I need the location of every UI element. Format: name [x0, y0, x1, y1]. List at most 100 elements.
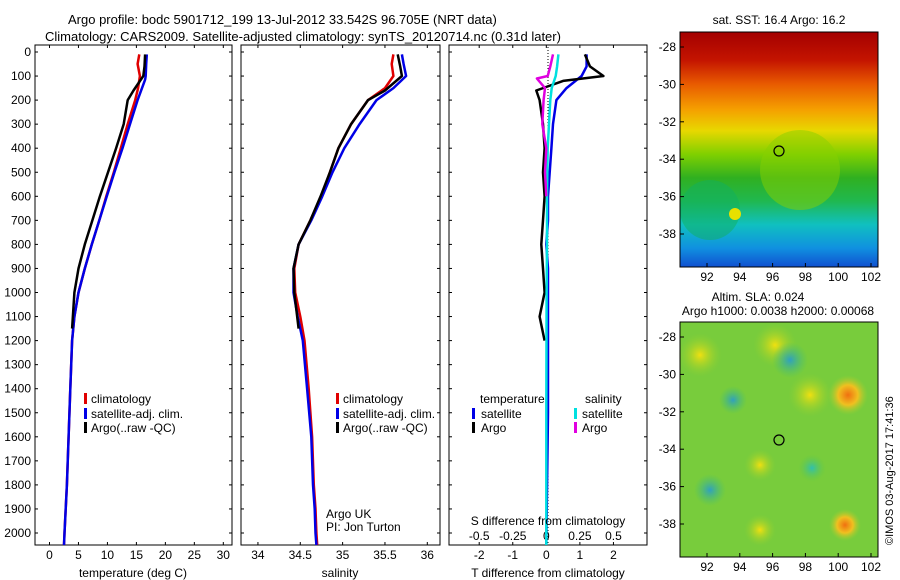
sst-map-title: sat. SST: 16.4 Argo: 16.2 [713, 13, 846, 27]
legend-swatch-s-satellite [574, 408, 577, 419]
y-tick-label: 1000 [4, 286, 31, 300]
sla-spot [828, 375, 868, 415]
series-line [545, 54, 588, 546]
series-line [293, 54, 395, 546]
sla-spot [678, 333, 722, 377]
legend-label-argo: Argo(..raw -QC) [91, 421, 176, 435]
map-x-tick-label: 98 [799, 270, 813, 284]
x-tick-label: 2 [610, 548, 617, 562]
x-tick-label: 36 [421, 548, 435, 562]
temperature-diff-legend: temperature satellite Argo [472, 392, 545, 435]
map-y-tick-label: -38 [659, 517, 677, 531]
temperature-panel: 0100200300400500600700800900100011001200… [4, 44, 233, 580]
y-tick-label: 400 [11, 141, 31, 155]
sst-cool-patch [680, 180, 740, 240]
salinity-panel: 34 34.5 35 35.5 36 salinity climatology sate… [240, 44, 441, 580]
y-tick-label: 1900 [4, 502, 31, 516]
legend-label-t-satellite: satellite [481, 407, 522, 421]
legend-swatch-satellite [84, 408, 87, 419]
sla-spot [829, 509, 861, 541]
y-tick-label: 1300 [4, 358, 31, 372]
legend-label-s-satellite: satellite [582, 407, 623, 421]
map-y-tick-label: -38 [659, 227, 677, 241]
map-x-tick-label: 96 [766, 560, 780, 574]
legend-swatch-s-argo [574, 422, 577, 433]
y-tick-label: 1200 [4, 334, 31, 348]
map-x-tick-label: 94 [733, 560, 747, 574]
legend-swatch-argo [84, 422, 87, 433]
x-tick-label: 5 [75, 548, 82, 562]
y-tick-label: 700 [11, 213, 31, 227]
y-tick-label: 900 [11, 261, 31, 275]
map-y-tick-label: -32 [659, 115, 677, 129]
series-line [62, 54, 149, 546]
y-tick-label: 0 [24, 45, 31, 59]
sla-map-title2: Argo h1000: 0.0038 h2000: 0.00068 [682, 304, 874, 318]
temperature-xlabel: temperature (deg C) [79, 566, 187, 580]
sst-yellow-spot [729, 208, 741, 220]
x-tick-label: 35 [336, 548, 350, 562]
series-line [535, 53, 605, 341]
difference-plot-frame [448, 44, 648, 546]
sla-spot [744, 514, 776, 546]
figure-title-line1: Argo profile: bodc 5901712_199 13-Jul-20… [68, 12, 497, 27]
y-tick-label: 1400 [4, 382, 31, 396]
sla-spot [772, 342, 808, 378]
sst-map-frame [679, 31, 879, 268]
map-x-tick-label: 100 [828, 270, 848, 284]
legend-label-argo: Argo(..raw -QC) [343, 421, 428, 435]
argo-uk-annotation: Argo UK [326, 507, 371, 521]
y-tick-label: 2000 [4, 526, 31, 540]
legend-swatch-t-argo [472, 422, 475, 433]
legend-swatch-climatology [84, 393, 87, 404]
y-tick-label: 600 [11, 189, 31, 203]
map-y-tick-label: -36 [659, 190, 677, 204]
legend-label-satellite: satellite-adj. clim. [343, 407, 435, 421]
salinity-xlabel: salinity [322, 566, 359, 580]
x2-tick-label: 0.25 [568, 529, 592, 543]
copyright-stamp: ©IMOS 03-Aug-2017 17:41:36 [884, 396, 896, 545]
salinity-legend: climatology satellite-adj. clim. Argo(..… [336, 392, 435, 435]
sst-map-panel: sat. SST: 16.4 Argo: 16.2 -28 -30 -32 -34 -3… [659, 13, 882, 284]
x-tick-label: 20 [159, 548, 173, 562]
series-line [292, 54, 404, 329]
y-tick-label: 300 [11, 117, 31, 131]
legend-swatch-satellite [336, 408, 339, 419]
map-x-tick-label: 102 [861, 270, 881, 284]
legend-label-s-argo: Argo [582, 421, 608, 435]
x2-tick-label: 0.5 [605, 529, 622, 543]
sla-spot [694, 474, 726, 506]
map-x-tick-label: 94 [733, 270, 747, 284]
salinity-diff-legend: salinity satellite Argo [574, 392, 623, 435]
pi-annotation: PI: Jon Turton [326, 520, 401, 534]
legend-label-t-argo: Argo [481, 421, 507, 435]
temperature-plot-frame [34, 44, 233, 546]
y-tick-label: 800 [11, 237, 31, 251]
x-tick-label: 15 [130, 548, 144, 562]
x-tick-label: 34 [251, 548, 265, 562]
x2-tick-label: -0.5 [469, 529, 490, 543]
y-tick-label: 1100 [5, 310, 31, 324]
sla-spot [744, 449, 776, 481]
x-tick-label: 0 [543, 548, 550, 562]
map-y-tick-label: -28 [659, 330, 677, 344]
map-y-tick-label: -34 [659, 442, 677, 456]
sla-spot [719, 386, 747, 414]
y-tick-label: 1700 [4, 454, 31, 468]
salinity-plot-frame [240, 44, 441, 546]
map-x-tick-label: 100 [828, 560, 848, 574]
map-x-tick-label: 92 [700, 270, 714, 284]
temperature-legend: climatology satellite-adj. clim. Argo(..… [84, 392, 183, 435]
x2-tick-label: -0.25 [499, 529, 527, 543]
difference-panel: -2 -1 0 1 2-0.5 -0.25 0 0.25 0.5 T difference fr… [448, 44, 648, 580]
legend-swatch-climatology [336, 393, 339, 404]
map-x-tick-label: 98 [799, 560, 813, 574]
y-tick-label: 500 [11, 165, 31, 179]
map-y-tick-label: -32 [659, 405, 677, 419]
figure-title-line2: Climatology: CARS2009. Satellite-adjuste… [45, 29, 561, 44]
map-x-tick-label: 92 [700, 560, 714, 574]
map-y-tick-label: -34 [659, 152, 677, 166]
y-tick-label: 100 [11, 69, 31, 83]
legend-label-climatology: climatology [343, 392, 403, 406]
